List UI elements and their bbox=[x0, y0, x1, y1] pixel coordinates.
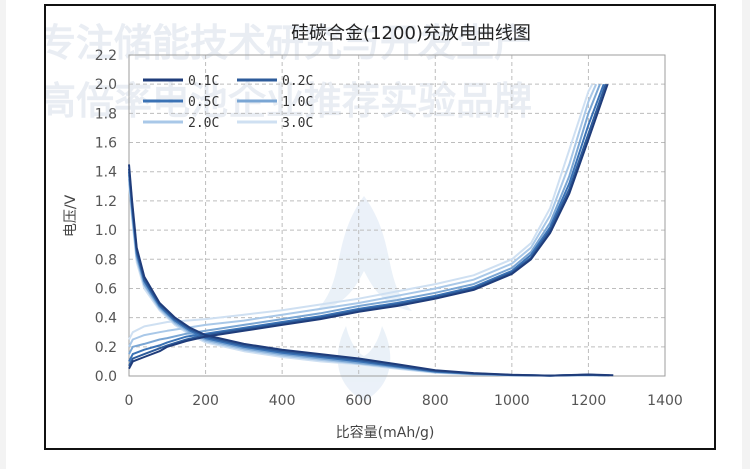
y-tick-label: 0.8 bbox=[95, 252, 117, 268]
series-charge-line bbox=[128, 83, 609, 370]
y-tick-label: 2.0 bbox=[95, 77, 117, 93]
x-axis-label: 比容量(mAh/g) bbox=[336, 424, 435, 441]
page-edge-right bbox=[742, 0, 750, 469]
y-tick-label: 1.4 bbox=[95, 165, 117, 181]
legend-label: 0.1C bbox=[188, 74, 219, 89]
y-tick-label: 1.2 bbox=[95, 194, 117, 210]
page-edge-left bbox=[0, 0, 6, 469]
chart-svg: 专注储能技术研究与开发生产 高倍率电池企业推荐实验品牌 硅碳合金(1200)充放… bbox=[46, 21, 683, 441]
x-tick-label: 400 bbox=[269, 393, 296, 409]
series-discharge-line bbox=[128, 164, 614, 377]
y-tick-label: 0.6 bbox=[95, 281, 117, 297]
x-tick-label: 1400 bbox=[647, 393, 683, 409]
chart-frame: 专注储能技术研究与开发生产 高倍率电池企业推荐实验品牌 硅碳合金(1200)充放… bbox=[44, 4, 716, 450]
plot-area bbox=[128, 54, 666, 377]
y-tick-label: 0.0 bbox=[95, 369, 117, 385]
x-tick-label: 1200 bbox=[571, 393, 607, 409]
legend-label: 0.5C bbox=[188, 95, 219, 110]
series-charge-line bbox=[128, 83, 598, 348]
chart-title: 硅碳合金(1200)充放电曲线图 bbox=[291, 23, 531, 44]
series-charge-line bbox=[128, 83, 605, 362]
x-axis: 0 200 400 600 800 1000 1200 1400 bbox=[125, 393, 683, 409]
x-tick-label: 600 bbox=[345, 393, 372, 409]
y-tick-label: 1.6 bbox=[95, 136, 117, 152]
x-tick-label: 800 bbox=[422, 393, 449, 409]
y-axis: 0.0 0.2 0.4 0.6 0.8 1.0 1.2 1.4 1.6 1.8 2.0 2.2 bbox=[95, 48, 117, 385]
y-tick-label: 1.0 bbox=[95, 223, 117, 239]
watermark-line-1: 专注储能技术研究与开发生产 bbox=[46, 21, 532, 65]
x-tick-label: 1000 bbox=[494, 393, 530, 409]
legend: 0.1C 0.2C 0.5C 1.0C 2.0C 3.0C bbox=[143, 74, 313, 131]
watermark-line-2: 高倍率电池企业推荐实验品牌 bbox=[46, 79, 532, 123]
y-tick-label: 0.2 bbox=[95, 340, 117, 356]
legend-label: 1.0C bbox=[282, 95, 313, 110]
legend-label: 3.0C bbox=[282, 116, 313, 131]
series-charge-line bbox=[128, 83, 601, 355]
series-lines bbox=[128, 83, 614, 377]
y-tick-label: 0.4 bbox=[95, 311, 117, 327]
y-tick-label: 2.2 bbox=[95, 48, 117, 64]
legend-label: 2.0C bbox=[188, 116, 219, 131]
x-tick-label: 0 bbox=[125, 393, 134, 409]
x-tick-label: 200 bbox=[192, 393, 219, 409]
y-axis-label: 电压/V bbox=[63, 194, 79, 237]
watermark: 专注储能技术研究与开发生产 高倍率电池企业推荐实验品牌 bbox=[46, 21, 532, 401]
legend-label: 0.2C bbox=[282, 74, 313, 89]
series-charge-line bbox=[128, 83, 607, 367]
y-tick-label: 1.8 bbox=[95, 106, 117, 122]
series-charge-line bbox=[128, 83, 594, 340]
